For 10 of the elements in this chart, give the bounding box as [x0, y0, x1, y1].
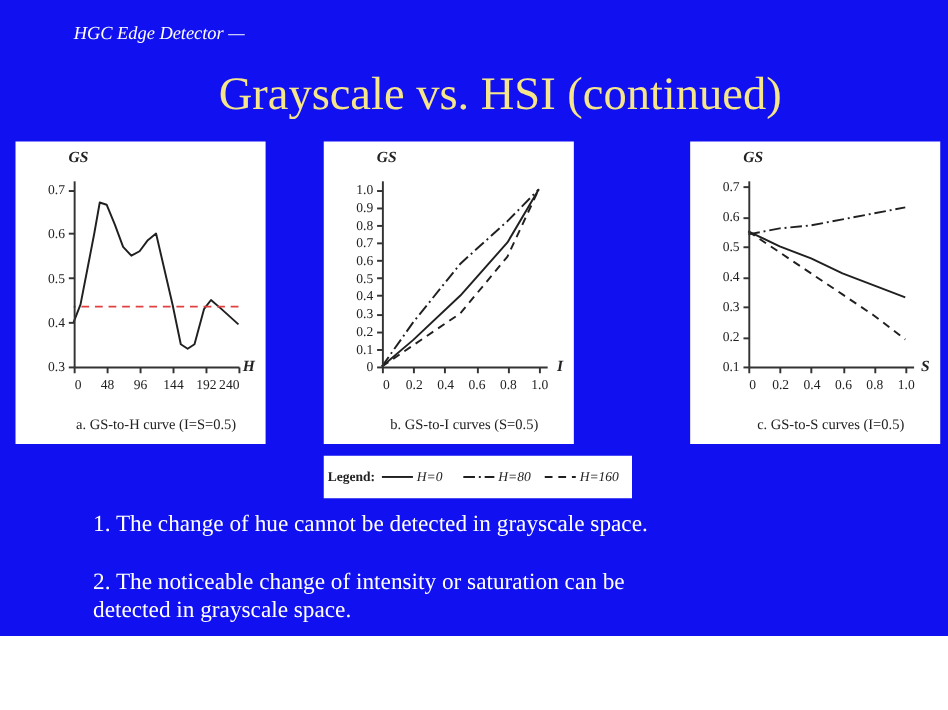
x-axis-title: H	[240, 357, 257, 376]
text: 1. The change of hue cannot be detected in grayscale space.	[93, 511, 648, 538]
y-axis-title: GS	[68, 147, 89, 166]
text: 2. The noticeable change of intensity or saturation can be detected in grayscale space.	[93, 569, 625, 624]
text: Grayscale vs. HSI (continued)	[218, 68, 782, 121]
x-axis-title: S	[920, 357, 930, 376]
x-axis-title: I	[555, 357, 566, 376]
y-axis-title: GS	[376, 147, 397, 166]
text: HGC Edge Detector —	[71, 22, 247, 43]
y-axis-title: GS	[743, 147, 764, 166]
